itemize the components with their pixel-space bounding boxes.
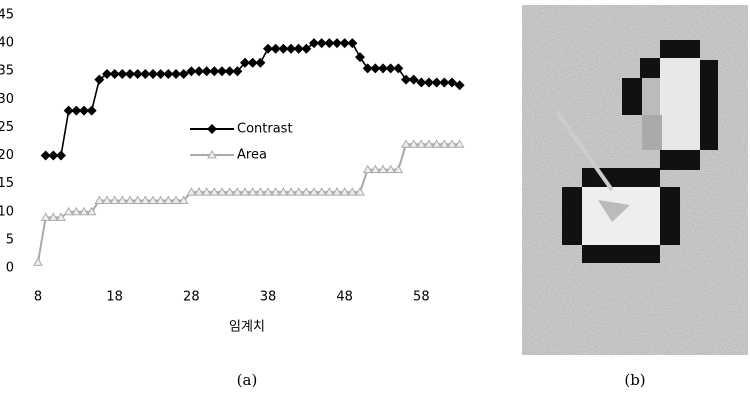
legend-marker bbox=[207, 124, 217, 134]
diamond-marker bbox=[255, 58, 265, 68]
x-tick-label: 8 bbox=[34, 290, 42, 305]
y-tick-label: 15 bbox=[0, 176, 14, 191]
y-tick-label: 0 bbox=[6, 261, 14, 276]
caption: (b) bbox=[624, 371, 645, 389]
x-tick-label: 18 bbox=[106, 290, 123, 305]
legend-label: Contrast bbox=[237, 122, 293, 137]
y-tick-label: 20 bbox=[0, 148, 14, 163]
photo bbox=[522, 5, 748, 355]
y-tick-label: 10 bbox=[0, 204, 14, 219]
legend-label: Area bbox=[237, 148, 267, 163]
diamond-marker bbox=[393, 63, 403, 73]
x-axis-label: 임계치 bbox=[229, 320, 265, 335]
line-chart: 0 5 10 15 20 25 30 35 40 45 8 18 28 38 48 58 임계치 Contrast… bbox=[0, 8, 465, 335]
y-tick-label: 5 bbox=[6, 232, 14, 247]
y-tick-label: 25 bbox=[0, 120, 14, 135]
diamond-marker bbox=[355, 52, 365, 62]
y-tick-label: 35 bbox=[0, 64, 14, 79]
diamond-marker bbox=[87, 106, 97, 116]
x-tick-label: 58 bbox=[413, 290, 430, 305]
diamond-marker bbox=[56, 151, 66, 161]
figure: 0 5 10 15 20 25 30 35 40 45 8 18 28 38 48 58 임계치 Contrast… bbox=[0, 0, 750, 397]
triangle-marker bbox=[34, 258, 42, 265]
x-tick-label: 28 bbox=[183, 290, 200, 305]
y-tick-label: 45 bbox=[0, 8, 14, 23]
y-tick-label: 30 bbox=[0, 92, 14, 107]
x-tick-label: 38 bbox=[260, 290, 277, 305]
caption: (a) bbox=[237, 371, 258, 389]
y-tick-label: 40 bbox=[0, 36, 14, 51]
x-tick-label: 48 bbox=[336, 290, 353, 305]
diamond-marker bbox=[347, 38, 357, 48]
